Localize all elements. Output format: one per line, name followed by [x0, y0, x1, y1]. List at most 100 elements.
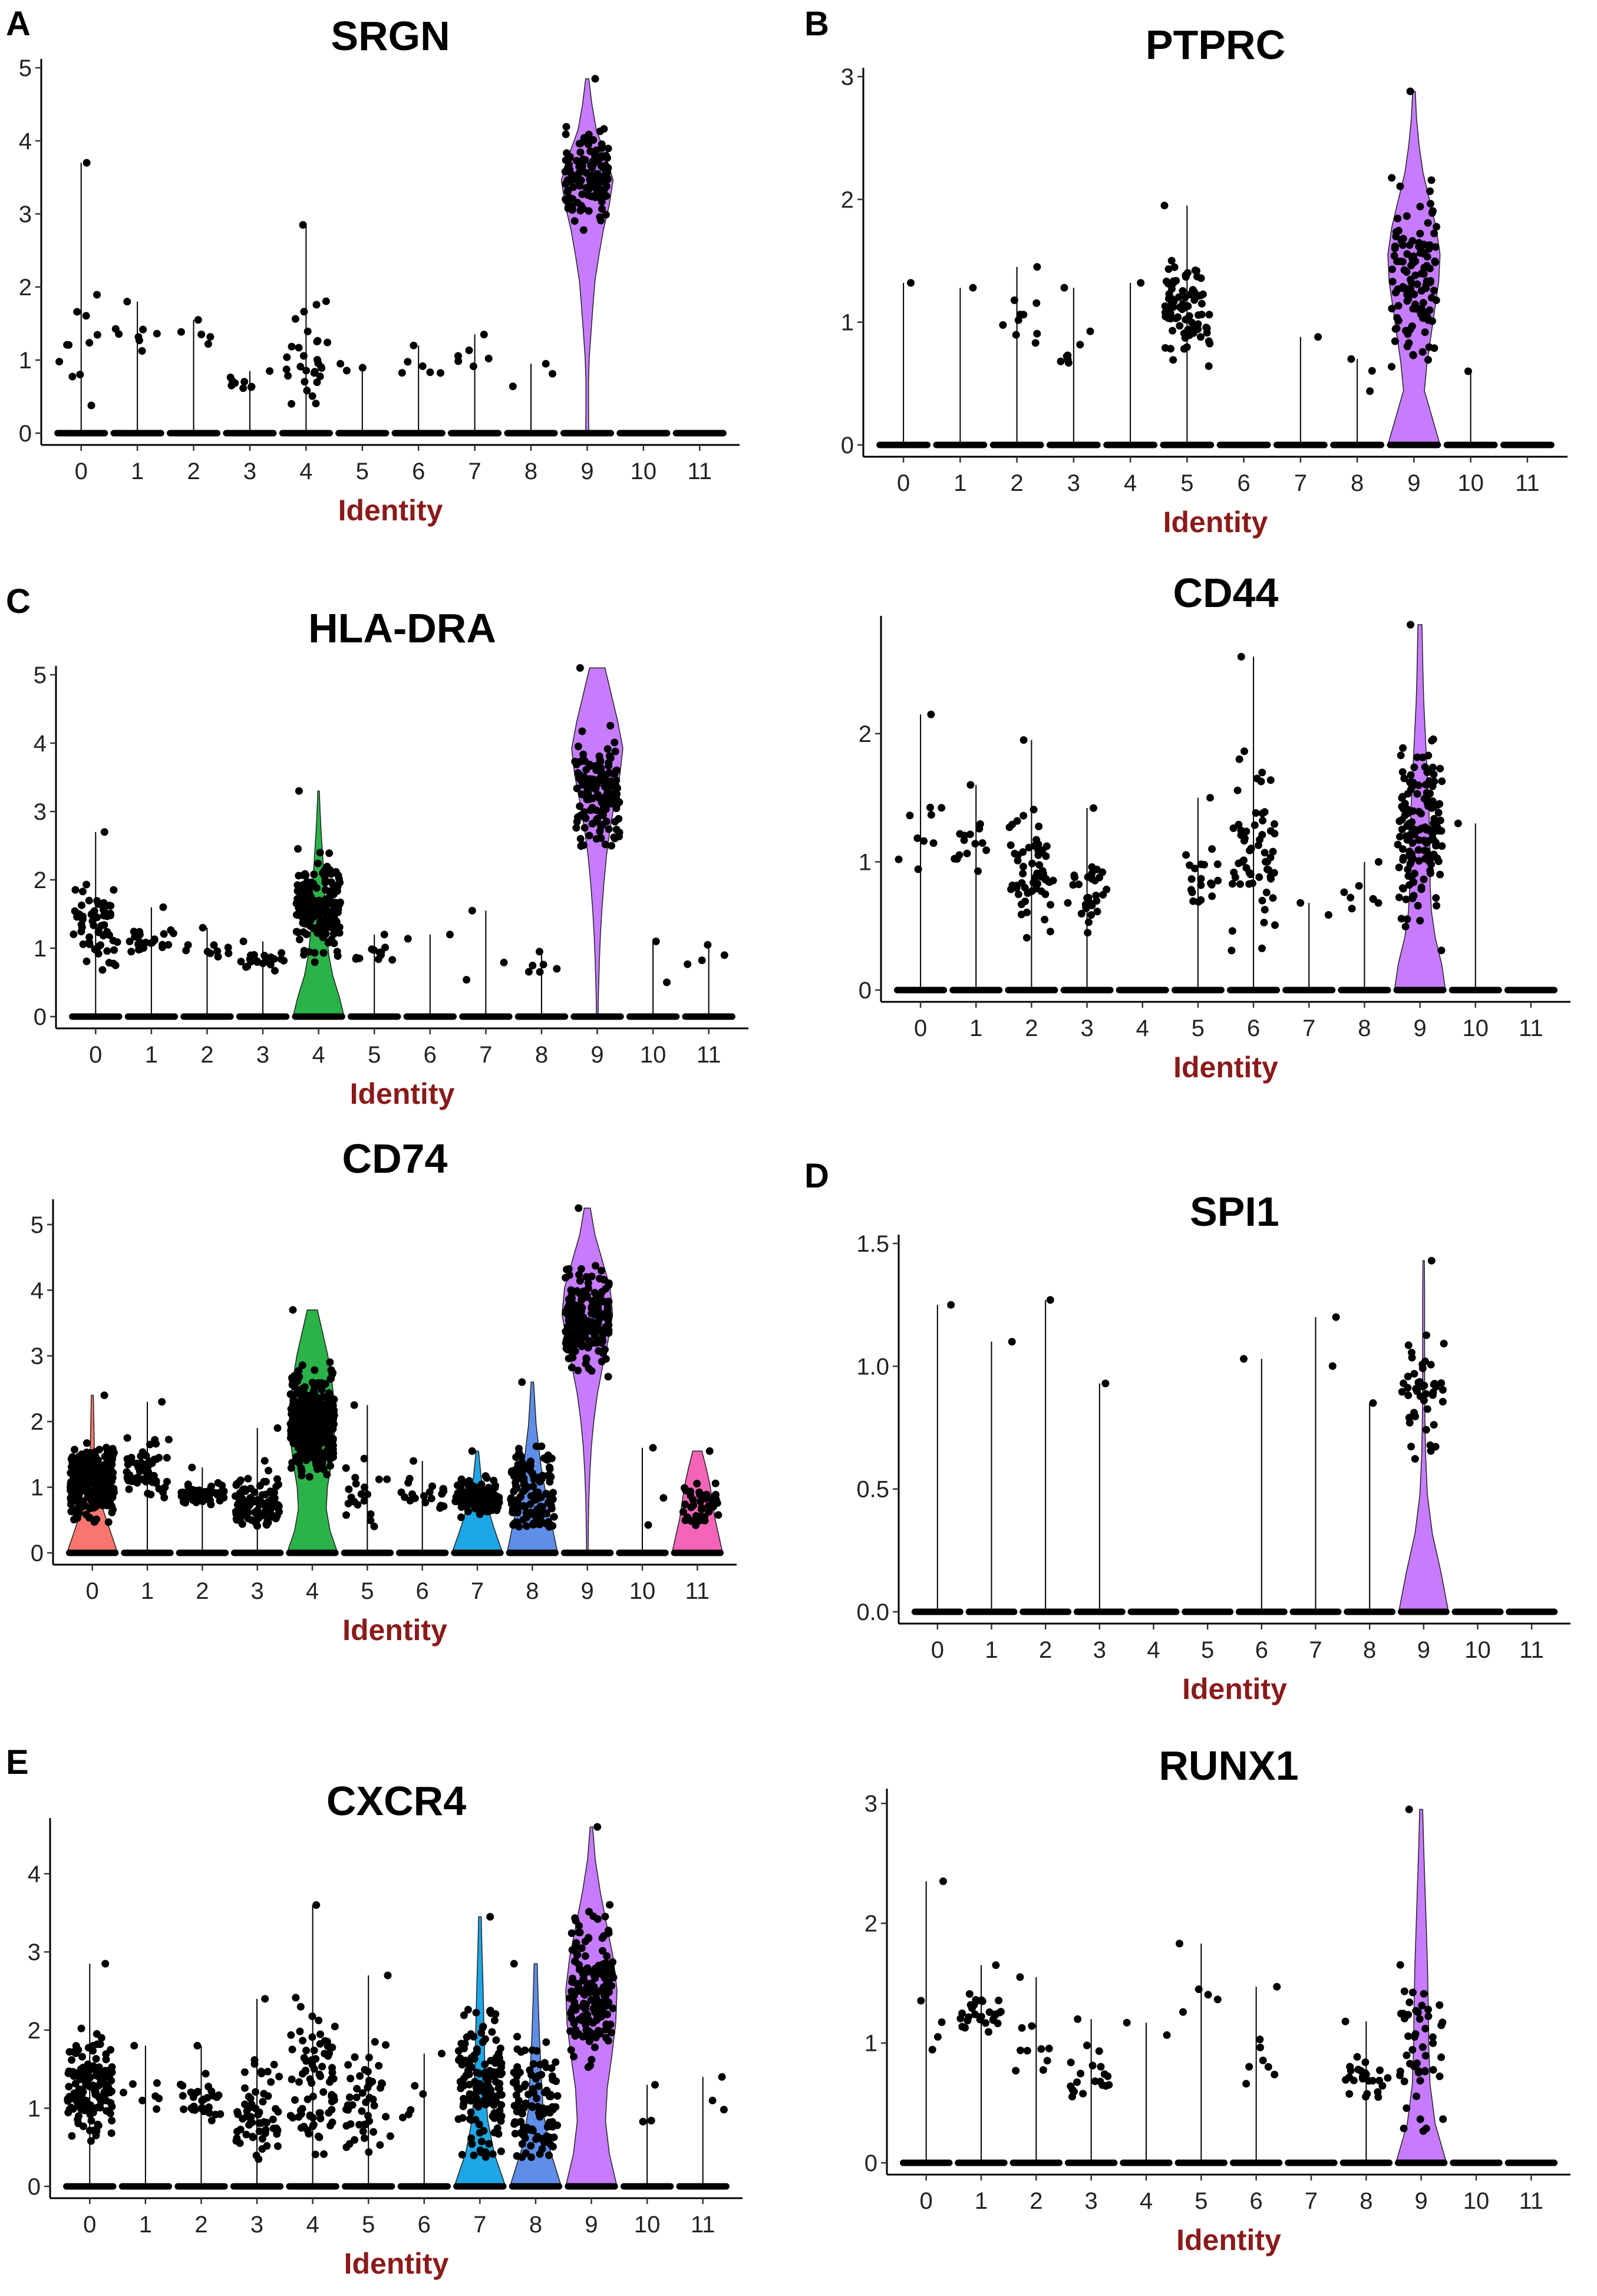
data-point [103, 947, 111, 955]
x-tick-label: 4 [306, 2212, 319, 2238]
data-point [1438, 1385, 1447, 1394]
data-point [939, 1877, 947, 1885]
data-point [1427, 869, 1434, 878]
data-point [1030, 806, 1038, 814]
x-tick-label: 10 [1457, 470, 1484, 496]
y-tick-label: 5 [31, 1212, 44, 1238]
data-point [179, 2092, 187, 2100]
data-point [1421, 2051, 1430, 2060]
data-point [315, 1458, 324, 1466]
data-point [533, 1493, 542, 1500]
x-tick-label: 7 [1309, 1637, 1322, 1663]
data-point [130, 928, 138, 936]
data-point [1374, 858, 1382, 866]
x-tick-label: 10 [1463, 2188, 1490, 2214]
data-point [562, 1307, 570, 1315]
data-point [596, 1313, 604, 1321]
data-point [1397, 915, 1405, 923]
data-point [1428, 830, 1437, 838]
data-point [459, 2102, 467, 2110]
data-point [1400, 1987, 1408, 1995]
data-point [1098, 868, 1107, 876]
data-point [1399, 744, 1407, 752]
data-point [546, 2090, 555, 2099]
data-point [582, 1319, 590, 1327]
data-point [542, 2038, 550, 2046]
data-point [484, 2074, 493, 2081]
data-point [419, 2090, 427, 2098]
data-point [1266, 873, 1275, 881]
x-tick-label: 5 [1180, 470, 1193, 496]
data-point [316, 2109, 324, 2117]
x-tick-label: 7 [473, 2212, 486, 2238]
data-point [1407, 621, 1414, 629]
data-point [1233, 786, 1242, 794]
data-point [261, 958, 269, 966]
data-point [351, 2053, 359, 2061]
data-point [91, 1467, 100, 1475]
data-point [1400, 1379, 1408, 1387]
x-tick-label: 5 [1201, 1637, 1214, 1663]
data-point [1420, 1397, 1428, 1404]
data-point [597, 764, 605, 772]
data-point [600, 1932, 608, 1940]
data-point [241, 2084, 249, 2092]
data-point [1407, 1443, 1415, 1451]
data-point [242, 2130, 250, 2139]
data-point [1256, 836, 1264, 844]
data-point [572, 2005, 580, 2014]
data-point [1064, 899, 1072, 907]
data-point [91, 2087, 99, 2096]
x-axis-label: Identity [342, 1614, 447, 1647]
data-point [1076, 341, 1084, 349]
data-point [585, 207, 593, 215]
data-point [527, 1457, 534, 1466]
data-point [1397, 2010, 1405, 2018]
data-point [360, 1497, 368, 1505]
data-point [107, 2046, 115, 2054]
data-point [1404, 865, 1412, 873]
data-point [1213, 860, 1222, 868]
y-tick-label: 0 [31, 1540, 44, 1566]
data-point [612, 826, 621, 834]
data-point [104, 1473, 112, 1481]
data-point [585, 130, 593, 138]
data-point [659, 1494, 668, 1502]
x-tick-label: 1 [145, 1042, 158, 1068]
y-tick-label: 2 [28, 2018, 41, 2044]
data-point [1413, 2059, 1421, 2067]
data-point [590, 1982, 598, 1991]
data-point [1404, 1373, 1412, 1381]
data-point [108, 1509, 116, 1516]
data-point [472, 2008, 480, 2017]
data-point [260, 1477, 268, 1486]
data-point [1429, 2066, 1437, 2074]
data-point [93, 2030, 101, 2038]
data-point [1421, 2024, 1430, 2033]
data-point [1354, 2066, 1362, 2074]
data-point [333, 948, 341, 956]
data-point [314, 859, 322, 867]
data-point [1433, 902, 1441, 910]
data-point [1423, 1331, 1430, 1340]
data-point [358, 2089, 367, 2097]
data-point [599, 1947, 606, 1955]
data-point [982, 846, 991, 855]
data-point [484, 2086, 493, 2094]
data-point [1408, 2046, 1417, 2054]
data-point [536, 968, 544, 976]
data-point [1090, 804, 1097, 812]
data-point [316, 372, 324, 381]
data-point [108, 1444, 117, 1453]
data-point [406, 1496, 414, 1505]
data-point [1437, 2053, 1446, 2061]
data-point [91, 945, 99, 954]
data-point [347, 1493, 355, 1502]
data-point [167, 926, 175, 934]
data-point [361, 2134, 368, 2142]
data-point [601, 840, 609, 849]
data-point [496, 2085, 504, 2093]
data-point [260, 952, 269, 959]
x-axis-label: Identity [1176, 2224, 1281, 2257]
